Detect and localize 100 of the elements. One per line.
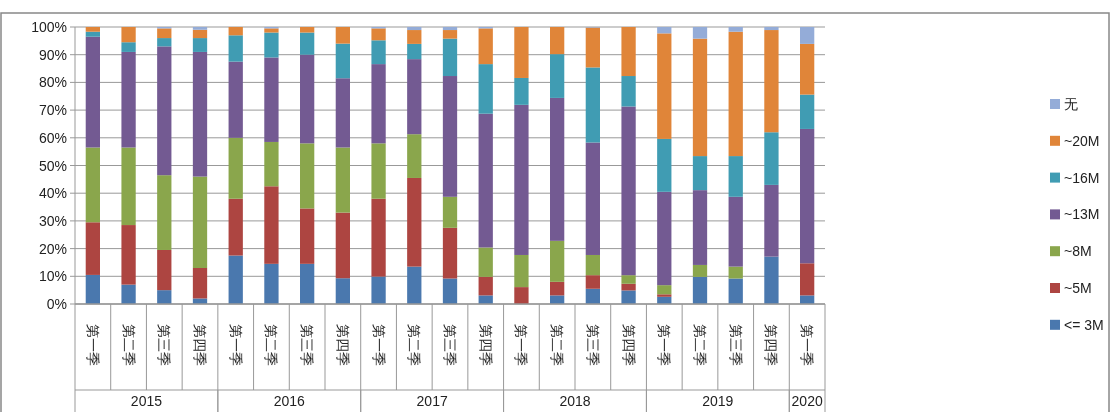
bar <box>692 156 708 191</box>
bar <box>728 156 743 197</box>
bar <box>192 51 208 177</box>
bar <box>478 113 493 248</box>
bar <box>264 28 279 33</box>
bar <box>85 31 100 37</box>
bar <box>585 288 600 304</box>
bar <box>800 94 815 129</box>
bar <box>585 27 600 68</box>
x-tick-label: 第二季 <box>120 324 137 366</box>
bar <box>300 32 315 55</box>
bar <box>407 134 422 178</box>
bar <box>300 27 315 33</box>
x-tick-label: 第二季 <box>406 324 423 366</box>
bar <box>121 284 136 304</box>
bar <box>657 191 672 286</box>
y-tick-label: 50% <box>38 157 67 174</box>
y-tick-label: 80% <box>38 74 67 91</box>
bar <box>728 31 743 157</box>
bar <box>550 27 565 55</box>
bar <box>300 54 315 144</box>
text: 2020 <box>791 393 823 409</box>
bar <box>442 196 458 228</box>
bar <box>407 30 422 44</box>
x-tick-label: 第一季 <box>370 324 387 366</box>
bar <box>692 190 708 265</box>
bar <box>371 64 386 144</box>
x-tick-label: 第四季 <box>620 324 637 366</box>
bar <box>157 38 172 47</box>
bar <box>550 54 565 98</box>
bar <box>121 27 136 43</box>
bar <box>692 276 708 304</box>
bar <box>728 278 743 304</box>
bar <box>335 27 350 44</box>
bar <box>764 184 779 257</box>
bar <box>121 225 136 285</box>
bar <box>85 222 100 275</box>
bar <box>442 227 458 279</box>
bar <box>335 78 350 148</box>
bar <box>478 64 493 114</box>
bar <box>657 27 672 34</box>
legend-label: ~20M <box>1064 132 1100 149</box>
bar <box>657 285 672 295</box>
bar <box>764 256 779 304</box>
bar <box>407 43 422 60</box>
x-tick-label: 第四季 <box>192 324 208 366</box>
bar <box>728 266 743 279</box>
bar <box>228 61 243 138</box>
bar <box>728 27 743 32</box>
bar <box>442 76 458 197</box>
bar <box>442 27 458 31</box>
bar <box>514 287 529 304</box>
y-tick-label: 40% <box>38 185 67 202</box>
bar <box>800 263 815 296</box>
bar <box>621 106 636 276</box>
bar <box>335 212 350 279</box>
x-tick-label: 第一季 <box>656 324 673 366</box>
bar <box>264 263 279 304</box>
bar <box>442 38 458 77</box>
y-tick-label: 60% <box>38 129 67 146</box>
bar <box>121 42 136 52</box>
bar <box>121 51 136 148</box>
bar <box>478 247 493 277</box>
bar <box>335 147 350 213</box>
bar <box>228 27 243 36</box>
y-tick-label: 90% <box>38 46 67 63</box>
bar <box>192 27 208 30</box>
bar <box>407 177 422 267</box>
bar <box>192 267 208 299</box>
bar <box>550 97 565 241</box>
legend-label: <= 3M <box>1064 316 1104 333</box>
bar <box>371 143 386 199</box>
bar <box>157 28 172 39</box>
bar <box>407 59 422 135</box>
bar <box>264 57 279 142</box>
bar <box>478 28 493 65</box>
legend-label: ~13M <box>1064 206 1100 223</box>
x-tick-label: 第二季 <box>692 324 708 366</box>
x-tick-label: 第一季 <box>799 324 816 366</box>
text: 2019 <box>702 393 734 409</box>
bar <box>692 264 708 277</box>
bar <box>85 274 100 304</box>
text: 2016 <box>273 393 306 409</box>
bar <box>514 27 529 78</box>
bar <box>264 141 279 187</box>
y-tick-label: 30% <box>38 212 67 229</box>
bar <box>192 29 208 39</box>
bar <box>264 32 279 58</box>
bar <box>228 198 243 256</box>
bar <box>192 38 208 52</box>
x-tick-label: 第三季 <box>584 324 601 366</box>
bar <box>728 196 743 267</box>
bar <box>300 263 315 304</box>
bar <box>621 290 636 304</box>
y-tick-label: 20% <box>38 240 67 257</box>
bar <box>85 27 100 32</box>
bar <box>692 38 708 157</box>
text: 2017 <box>416 393 448 409</box>
bar <box>407 27 422 31</box>
bar <box>371 28 386 41</box>
